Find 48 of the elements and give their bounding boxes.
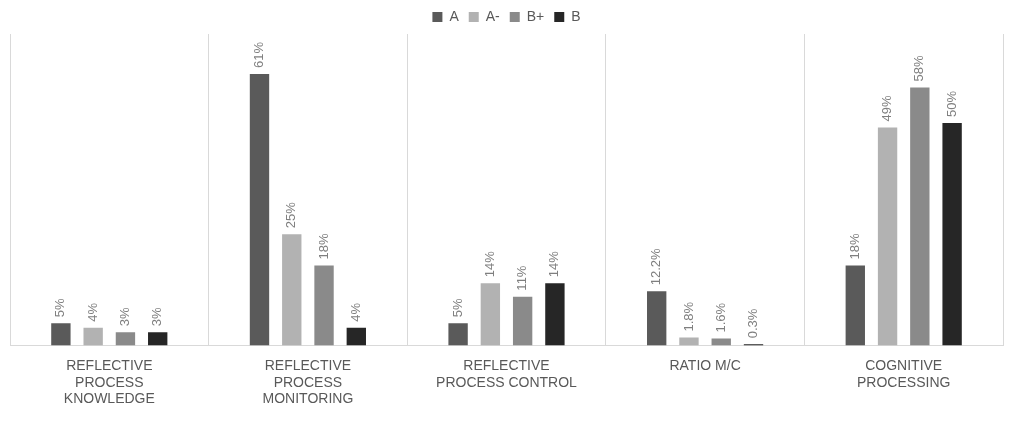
bar bbox=[942, 123, 962, 346]
bar bbox=[910, 87, 930, 346]
data-label: 3% bbox=[117, 307, 133, 327]
bar bbox=[249, 74, 270, 346]
bar bbox=[51, 323, 71, 346]
bar bbox=[115, 332, 136, 346]
data-label: 18% bbox=[846, 233, 862, 260]
data-label: 11% bbox=[514, 265, 530, 291]
bar bbox=[148, 332, 168, 346]
legend-label: B+ bbox=[526, 7, 545, 24]
x-tick-label: REFLECTIVE PROCESS KNOWLEDGE bbox=[63, 356, 155, 407]
data-label: 58% bbox=[911, 54, 927, 82]
x-tick-label: REFLECTIVE PROCESS CONTROL bbox=[436, 356, 578, 390]
bar bbox=[647, 291, 667, 346]
x-tick-label: COGNITIVE PROCESSING bbox=[857, 356, 951, 390]
legend-label: A bbox=[449, 7, 460, 24]
bar bbox=[545, 283, 565, 346]
bar bbox=[679, 337, 699, 346]
bar bbox=[480, 283, 501, 346]
data-label: 3% bbox=[149, 307, 165, 327]
data-label: 14% bbox=[481, 250, 497, 278]
bar bbox=[346, 327, 366, 346]
data-label: 1.6% bbox=[712, 302, 728, 333]
data-label: 4% bbox=[347, 302, 363, 322]
bar bbox=[314, 265, 334, 346]
data-label: 1.8% bbox=[680, 301, 696, 332]
data-label: 5% bbox=[449, 298, 465, 318]
legend-label: B bbox=[571, 7, 581, 24]
bar bbox=[282, 234, 302, 346]
data-label: 25% bbox=[283, 201, 299, 229]
data-label: 4% bbox=[84, 302, 100, 322]
bar bbox=[877, 127, 898, 346]
x-tick-label: REFLECTIVE PROCESS MONITORING bbox=[262, 356, 354, 407]
legend-label: A- bbox=[485, 7, 501, 24]
bar bbox=[512, 296, 533, 346]
bar bbox=[845, 265, 865, 346]
bar bbox=[711, 338, 731, 346]
data-label: 5% bbox=[52, 298, 68, 318]
bar bbox=[83, 327, 103, 346]
bar bbox=[448, 323, 468, 346]
data-label: 0.3% bbox=[745, 308, 761, 339]
data-label: 18% bbox=[315, 233, 331, 260]
data-label: 14% bbox=[546, 250, 562, 278]
data-label: 49% bbox=[879, 95, 895, 122]
x-tick-label: RATIO M/C bbox=[669, 356, 741, 373]
data-label: 61% bbox=[251, 41, 267, 69]
data-label: 12.2% bbox=[648, 247, 664, 286]
data-label: 50% bbox=[943, 90, 959, 118]
